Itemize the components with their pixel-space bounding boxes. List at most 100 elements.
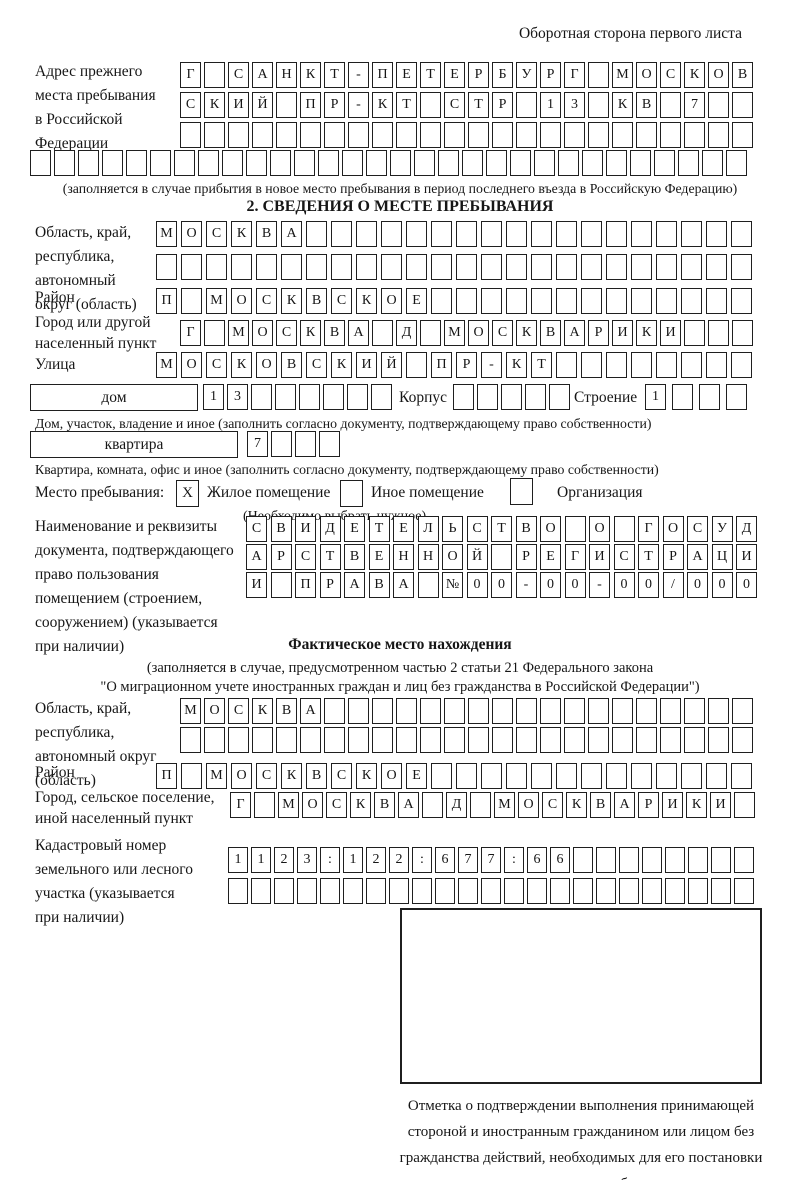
char-cell[interactable]: В — [276, 698, 297, 724]
char-cell[interactable] — [481, 763, 502, 789]
char-cell[interactable] — [556, 254, 577, 280]
char-cell[interactable]: - — [348, 62, 369, 88]
char-cell[interactable] — [276, 727, 297, 753]
char-cell[interactable] — [228, 727, 249, 753]
char-cell[interactable]: Е — [393, 516, 414, 542]
char-cell[interactable]: Л — [417, 516, 439, 542]
char-cell[interactable] — [619, 878, 639, 904]
char-cell[interactable] — [506, 254, 527, 280]
char-cell[interactable] — [706, 221, 727, 247]
char-cell[interactable]: 2 — [274, 847, 294, 873]
char-cell[interactable]: В — [374, 792, 395, 818]
char-cell[interactable] — [456, 288, 477, 314]
char-cell[interactable] — [558, 150, 579, 176]
char-cell[interactable]: 7 — [684, 92, 705, 118]
char-cell[interactable] — [706, 288, 727, 314]
char-cell[interactable]: С — [466, 516, 488, 542]
char-cell[interactable] — [406, 352, 427, 378]
char-cell[interactable]: Т — [396, 92, 417, 118]
char-cell[interactable] — [684, 122, 705, 148]
char-cell[interactable]: С — [444, 92, 465, 118]
char-cell[interactable] — [348, 727, 369, 753]
char-cell[interactable] — [510, 150, 531, 176]
char-cell[interactable] — [573, 847, 593, 873]
char-cell[interactable] — [531, 221, 552, 247]
char-cell[interactable] — [534, 150, 555, 176]
char-cell[interactable] — [631, 352, 652, 378]
char-cell[interactable] — [573, 878, 593, 904]
char-cell[interactable] — [356, 254, 377, 280]
char-cell[interactable]: И — [736, 544, 757, 570]
char-cell[interactable] — [501, 384, 522, 410]
char-cell[interactable] — [431, 288, 452, 314]
char-cell[interactable]: А — [614, 792, 635, 818]
char-cell[interactable] — [550, 878, 570, 904]
char-cell[interactable] — [612, 698, 633, 724]
char-cell[interactable] — [270, 572, 292, 598]
char-cell[interactable]: С — [295, 544, 316, 570]
char-cell[interactable] — [564, 727, 585, 753]
char-cell[interactable]: 0 — [638, 572, 659, 598]
char-cell[interactable] — [348, 698, 369, 724]
char-cell[interactable]: С — [687, 516, 708, 542]
char-cell[interactable] — [271, 431, 292, 457]
char-cell[interactable]: А — [348, 320, 369, 346]
char-cell[interactable] — [665, 878, 685, 904]
char-cell[interactable] — [631, 221, 652, 247]
char-cell[interactable] — [256, 254, 277, 280]
char-cell[interactable]: 0 — [711, 572, 733, 598]
char-cell[interactable] — [300, 727, 321, 753]
char-cell[interactable] — [706, 352, 727, 378]
char-cell[interactable] — [734, 878, 754, 904]
char-cell[interactable] — [631, 763, 652, 789]
char-cell[interactable]: И — [246, 572, 267, 598]
char-cell[interactable] — [606, 150, 627, 176]
char-cell[interactable] — [420, 698, 441, 724]
char-cell[interactable]: 2 — [366, 847, 386, 873]
char-cell[interactable]: С — [246, 516, 267, 542]
char-cell[interactable]: 6 — [435, 847, 455, 873]
char-cell[interactable] — [295, 431, 316, 457]
char-cell[interactable] — [444, 122, 465, 148]
char-cell[interactable] — [556, 763, 577, 789]
char-cell[interactable] — [54, 150, 75, 176]
char-cell[interactable] — [564, 122, 585, 148]
char-cell[interactable] — [732, 698, 753, 724]
char-cell[interactable]: 0 — [613, 572, 635, 598]
char-cell[interactable] — [491, 544, 512, 570]
char-cell[interactable] — [297, 878, 317, 904]
char-cell[interactable] — [613, 516, 635, 542]
char-cell[interactable] — [731, 254, 752, 280]
char-cell[interactable] — [582, 150, 603, 176]
char-cell[interactable] — [581, 763, 602, 789]
char-cell[interactable]: 7 — [458, 847, 478, 873]
char-cell[interactable]: И — [295, 516, 316, 542]
char-cell[interactable]: № — [442, 572, 463, 598]
char-cell[interactable]: : — [504, 847, 524, 873]
char-cell[interactable]: Д — [736, 516, 757, 542]
char-cell[interactable]: : — [412, 847, 432, 873]
char-cell[interactable] — [642, 878, 662, 904]
char-cell[interactable]: Г — [564, 544, 586, 570]
char-cell[interactable]: О — [381, 288, 402, 314]
char-cell[interactable]: К — [252, 698, 273, 724]
char-cell[interactable]: К — [356, 763, 377, 789]
char-cell[interactable] — [731, 221, 752, 247]
char-cell[interactable]: С — [180, 92, 201, 118]
char-cell[interactable] — [660, 727, 681, 753]
char-cell[interactable] — [606, 763, 627, 789]
char-cell[interactable] — [681, 254, 702, 280]
char-cell[interactable]: О — [181, 352, 202, 378]
char-cell[interactable]: Т — [468, 92, 489, 118]
char-cell[interactable]: Н — [417, 544, 439, 570]
char-cell[interactable]: О — [231, 288, 252, 314]
char-cell[interactable] — [681, 352, 702, 378]
char-cell[interactable] — [468, 727, 489, 753]
char-cell[interactable] — [306, 254, 327, 280]
char-cell[interactable]: С — [206, 221, 227, 247]
char-cell[interactable]: И — [662, 792, 683, 818]
char-cell[interactable]: 1 — [203, 384, 224, 410]
char-cell[interactable]: К — [566, 792, 587, 818]
char-cell[interactable] — [504, 878, 524, 904]
char-cell[interactable]: К — [331, 352, 352, 378]
